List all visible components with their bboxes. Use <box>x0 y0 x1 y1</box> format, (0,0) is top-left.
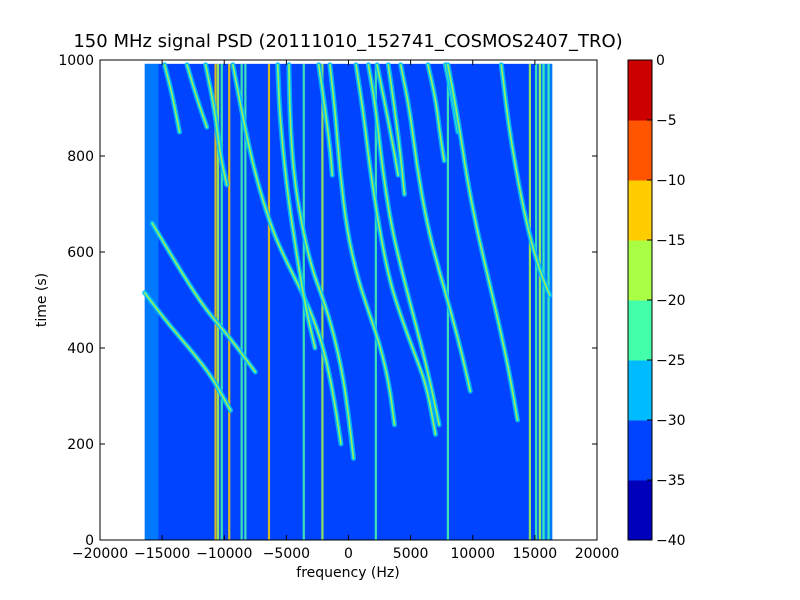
x-axis-label: frequency (Hz) <box>296 565 399 581</box>
doppler-trace-core <box>205 64 228 186</box>
doppler-trace-core <box>186 64 208 128</box>
doppler-trace-core <box>387 64 405 195</box>
doppler-trace-core <box>277 64 316 349</box>
y-axis-label: time (s) <box>34 273 50 327</box>
y-tick-label: 400 <box>67 341 94 357</box>
doppler-trace-core <box>447 64 518 421</box>
colorbar-swatch <box>628 480 652 541</box>
colorbar-swatch <box>628 60 652 121</box>
colorbar-swatch <box>628 420 652 481</box>
colorbar-tick-label: −15 <box>656 233 686 249</box>
colorbar-tick-label: −40 <box>656 533 686 549</box>
colorbar-tick-label: −25 <box>656 353 686 369</box>
colorbar-tick-label: −20 <box>656 293 686 309</box>
y-axis-ticks: 0 200 400 600 800 1000 <box>58 53 597 549</box>
doppler-trace-core <box>144 292 231 411</box>
x-tick-label: 20000 <box>575 546 620 562</box>
x-tick-label: −10000 <box>196 546 252 562</box>
doppler-trace-core <box>500 64 551 296</box>
y-tick-label: 0 <box>85 533 94 549</box>
doppler-trace-core <box>376 64 399 176</box>
colorbar: 0 −5 −10 −15 −20 −25 −30 −35 −40 <box>627 53 686 549</box>
colorbar-swatch <box>628 360 652 421</box>
y-tick-label: 1000 <box>58 53 94 69</box>
doppler-trace-core <box>329 64 395 426</box>
doppler-trace-core <box>318 64 333 176</box>
colorbar-swatch <box>628 240 652 301</box>
doppler-trace-core <box>355 64 436 435</box>
x-tick-label: 15000 <box>513 546 558 562</box>
doppler-trace-core <box>164 64 180 133</box>
colorbar-swatch <box>628 120 652 181</box>
doppler-trace-core <box>232 64 342 445</box>
x-tick-label: −20000 <box>72 546 128 562</box>
doppler-trace-core <box>288 64 354 459</box>
colorbar-swatch <box>628 300 652 361</box>
x-tick-label: 0 <box>344 546 353 562</box>
spectrogram-background <box>144 63 553 540</box>
doppler-trace-core <box>400 64 471 392</box>
x-tick-label: 5000 <box>393 546 429 562</box>
colorbar-tick-label: −5 <box>656 113 677 129</box>
x-tick-label: −15000 <box>134 546 190 562</box>
x-tick-label: 10000 <box>450 546 495 562</box>
colorbar-tick-label: −35 <box>656 473 686 489</box>
y-tick-label: 800 <box>67 149 94 165</box>
spectrogram-area <box>142 62 553 540</box>
colorbar-tick-label: −10 <box>656 173 686 189</box>
colorbar-tick-label: −30 <box>656 413 686 429</box>
chart-title: 150 MHz signal PSD (20111010_152741_COSM… <box>73 31 622 52</box>
doppler-trace-core <box>368 64 440 426</box>
colorbar-swatch <box>628 180 652 241</box>
doppler-trace-core <box>427 64 445 162</box>
y-tick-label: 600 <box>67 245 94 261</box>
y-tick-label: 200 <box>67 437 94 453</box>
x-axis-ticks: −20000 −15000 −10000 −5000 0 5000 10000 15000 20… <box>72 60 619 562</box>
x-tick-label: −5000 <box>263 546 310 562</box>
doppler-trace-core <box>151 222 256 373</box>
colorbar-tick-label: 0 <box>656 53 665 69</box>
